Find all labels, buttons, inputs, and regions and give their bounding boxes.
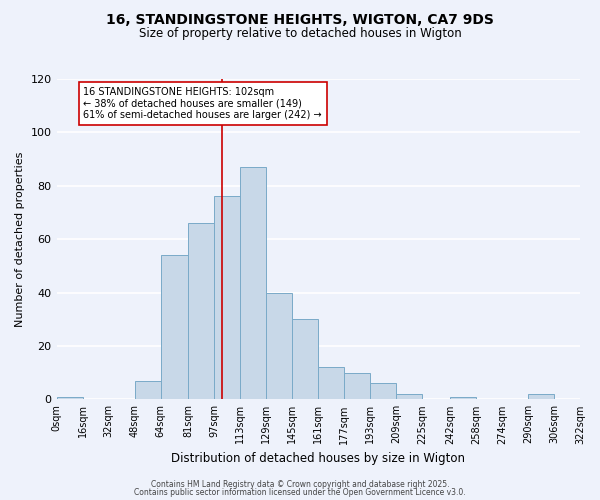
Y-axis label: Number of detached properties: Number of detached properties bbox=[15, 152, 25, 327]
Text: 16 STANDINGSTONE HEIGHTS: 102sqm
← 38% of detached houses are smaller (149)
61% : 16 STANDINGSTONE HEIGHTS: 102sqm ← 38% o… bbox=[83, 87, 322, 120]
Text: Contains public sector information licensed under the Open Government Licence v3: Contains public sector information licen… bbox=[134, 488, 466, 497]
X-axis label: Distribution of detached houses by size in Wigton: Distribution of detached houses by size … bbox=[171, 452, 465, 465]
Bar bbox=[161, 255, 188, 400]
Bar bbox=[292, 319, 318, 400]
Bar bbox=[188, 223, 214, 400]
Bar bbox=[266, 292, 292, 400]
Bar bbox=[214, 196, 240, 400]
Bar bbox=[370, 384, 397, 400]
Bar bbox=[134, 380, 161, 400]
Bar bbox=[397, 394, 422, 400]
Bar bbox=[318, 368, 344, 400]
Text: 16, STANDINGSTONE HEIGHTS, WIGTON, CA7 9DS: 16, STANDINGSTONE HEIGHTS, WIGTON, CA7 9… bbox=[106, 12, 494, 26]
Bar bbox=[450, 396, 476, 400]
Bar bbox=[240, 167, 266, 400]
Text: Contains HM Land Registry data © Crown copyright and database right 2025.: Contains HM Land Registry data © Crown c… bbox=[151, 480, 449, 489]
Bar bbox=[344, 372, 370, 400]
Bar bbox=[56, 396, 83, 400]
Text: Size of property relative to detached houses in Wigton: Size of property relative to detached ho… bbox=[139, 28, 461, 40]
Bar bbox=[528, 394, 554, 400]
